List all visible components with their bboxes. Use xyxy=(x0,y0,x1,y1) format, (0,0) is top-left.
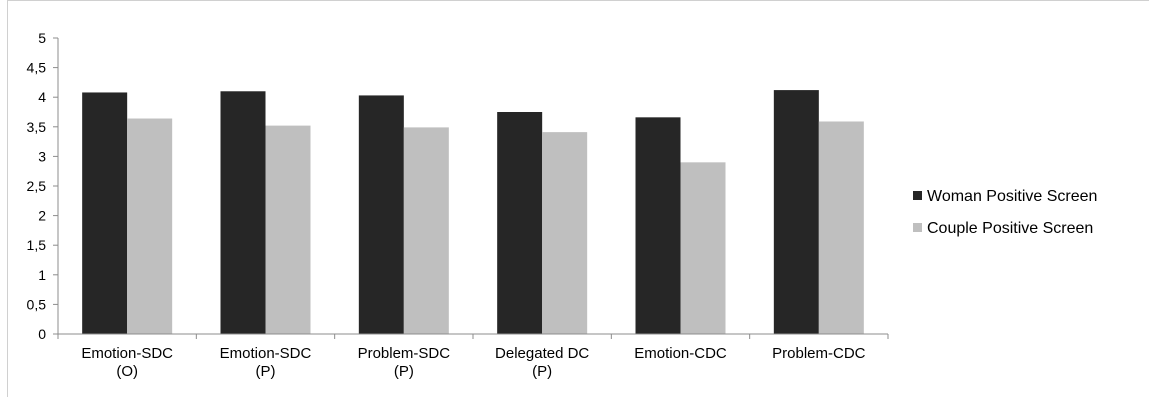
x-tick-label: Emotion-SDC (P) xyxy=(220,345,312,380)
chart-frame xyxy=(7,0,1149,397)
y-tick-label: 0 xyxy=(38,326,46,342)
x-tick-label: Delegated DC (P) xyxy=(495,345,589,380)
legend: Woman Positive Screen Couple Positive Scr… xyxy=(913,188,1097,237)
bar-woman-positive-screen xyxy=(358,95,404,334)
x-tick-label: Emotion-SDC (O) xyxy=(81,345,173,380)
bar-couple-positive-screen xyxy=(680,162,726,334)
y-tick-label: 4 xyxy=(38,89,46,105)
bars xyxy=(82,90,864,335)
bar-woman-positive-screen xyxy=(82,92,128,335)
y-tick-label: 5 xyxy=(38,30,46,46)
y-tick-label: 2,5 xyxy=(27,178,47,194)
x-tick-label: Problem-CDC xyxy=(772,345,866,362)
legend-swatch xyxy=(913,191,922,200)
bar-woman-positive-screen xyxy=(220,91,266,334)
bar-couple-positive-screen xyxy=(542,132,588,334)
legend-swatch xyxy=(913,223,922,232)
y-tick-label: 2 xyxy=(38,208,46,224)
bar-couple-positive-screen xyxy=(403,127,449,334)
bar-couple-positive-screen xyxy=(265,125,311,334)
x-tick-label: Emotion-CDC xyxy=(634,345,727,362)
legend-label: Couple Positive Screen xyxy=(927,220,1093,237)
y-tick-label: 3 xyxy=(38,148,46,164)
x-tick-label: Problem-SDC (P) xyxy=(358,345,451,380)
bar-woman-positive-screen xyxy=(773,90,819,334)
x-axis: Emotion-SDC (O) Emotion-SDC (P) Problem-SDC(… xyxy=(57,333,889,380)
y-tick-label: 4,5 xyxy=(27,60,47,76)
y-tick-label: 1,5 xyxy=(27,237,47,253)
legend-label: Woman Positive Screen xyxy=(927,188,1097,205)
y-axis: 0 0,5 1 1,5 2 2,5 3 3,5 4 4,5 5 xyxy=(27,30,59,342)
bar-woman-positive-screen xyxy=(497,112,543,334)
y-tick-label: 3,5 xyxy=(27,119,47,135)
bar-couple-positive-screen xyxy=(127,118,173,335)
y-tick-label: 0,5 xyxy=(27,296,47,312)
bar-couple-positive-screen xyxy=(818,121,864,334)
bar-woman-positive-screen xyxy=(635,117,681,334)
y-tick-label: 1 xyxy=(38,267,46,283)
